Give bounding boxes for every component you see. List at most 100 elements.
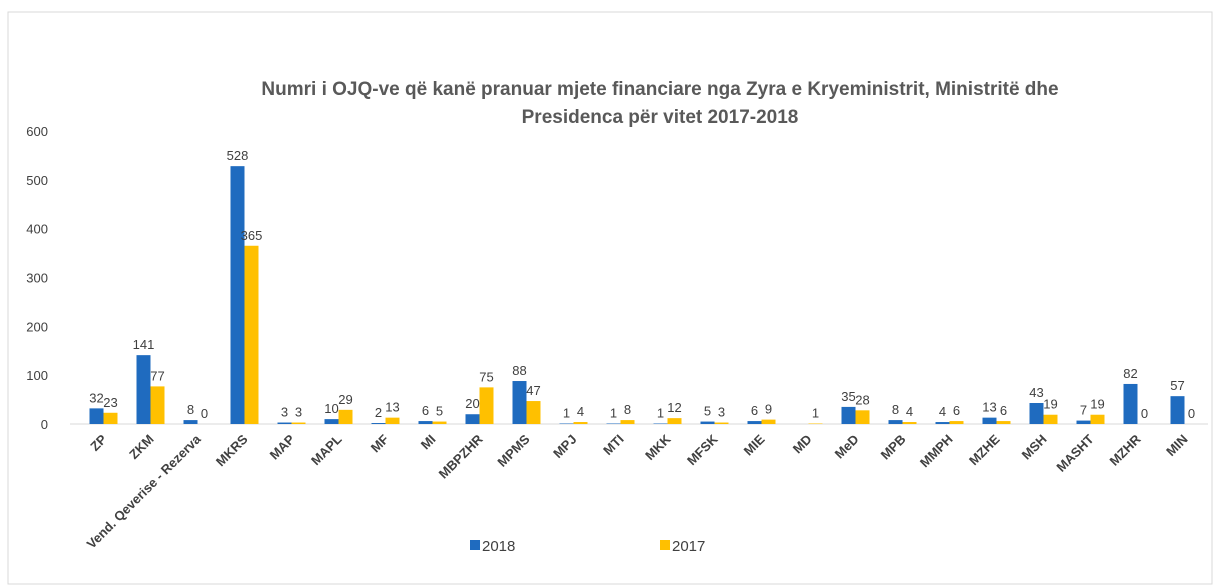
bar <box>1170 396 1185 424</box>
data-label: 47 <box>526 383 540 398</box>
chart-title: Presidenca për vitet 2017-2018 <box>522 107 799 128</box>
y-tick-label: 400 <box>26 222 48 237</box>
data-label: 0 <box>1188 406 1195 421</box>
data-label: 528 <box>227 148 249 163</box>
chart-title: Numri i OJQ-ve që kanë pranuar mjete fin… <box>261 79 1058 100</box>
bar <box>418 421 433 424</box>
data-label: 6 <box>422 403 429 418</box>
data-label: 32 <box>89 390 103 405</box>
bar <box>982 417 997 424</box>
data-label: 88 <box>512 363 526 378</box>
data-label: 1 <box>657 406 664 421</box>
y-tick-label: 100 <box>26 368 48 383</box>
bar <box>761 419 776 424</box>
bar <box>324 419 339 424</box>
data-label: 8 <box>624 402 631 417</box>
data-label: 5 <box>704 404 711 419</box>
y-tick-label: 600 <box>26 124 48 139</box>
data-label: 43 <box>1029 385 1043 400</box>
data-label: 3 <box>718 405 725 420</box>
bar <box>573 422 588 424</box>
bar <box>183 420 198 424</box>
bar <box>244 245 259 424</box>
data-label: 57 <box>1170 378 1184 393</box>
bar <box>1029 403 1044 424</box>
data-label: 19 <box>1043 397 1057 412</box>
bar <box>150 386 165 424</box>
bar <box>855 410 870 424</box>
legend-swatch <box>660 540 670 550</box>
data-label: 0 <box>201 406 208 421</box>
bar <box>1090 414 1105 424</box>
bar <box>277 422 292 424</box>
data-label: 12 <box>667 400 681 415</box>
bar <box>385 417 400 424</box>
legend-swatch <box>470 540 480 550</box>
data-label: 82 <box>1123 366 1137 381</box>
data-label: 13 <box>982 400 996 415</box>
legend-label: 2017 <box>672 538 705 555</box>
bar <box>949 421 964 424</box>
data-label: 141 <box>133 337 155 352</box>
y-tick-label: 300 <box>26 271 48 286</box>
data-label: 77 <box>150 368 164 383</box>
bar <box>747 421 762 424</box>
bar <box>136 355 151 424</box>
data-label: 10 <box>324 401 338 416</box>
data-label: 20 <box>465 396 479 411</box>
data-label: 35 <box>841 389 855 404</box>
data-label: 75 <box>479 369 493 384</box>
bar <box>667 418 682 424</box>
legend-label: 2018 <box>482 538 515 555</box>
bar <box>1043 414 1058 424</box>
chart-border <box>7 11 1213 585</box>
bar <box>935 422 950 424</box>
bar <box>512 381 527 424</box>
bar <box>902 422 917 424</box>
bar <box>888 420 903 424</box>
data-label: 23 <box>103 395 117 410</box>
bar <box>841 406 856 424</box>
y-tick-label: 0 <box>41 417 48 432</box>
data-label: 6 <box>953 403 960 418</box>
data-label: 6 <box>1000 403 1007 418</box>
data-label: 8 <box>187 402 194 417</box>
bar <box>1123 383 1138 424</box>
bar <box>371 423 386 424</box>
bar <box>479 387 494 424</box>
bar <box>1076 420 1091 424</box>
bar <box>714 422 729 424</box>
bar <box>432 421 447 424</box>
data-label: 5 <box>436 404 443 419</box>
data-label: 4 <box>577 404 584 419</box>
bar <box>89 408 104 424</box>
data-label: 3 <box>281 405 288 420</box>
bar <box>103 412 118 424</box>
data-label: 6 <box>751 403 758 418</box>
data-label: 28 <box>855 392 869 407</box>
bar <box>291 422 306 424</box>
data-label: 2 <box>375 405 382 420</box>
data-label: 3 <box>295 405 302 420</box>
bar <box>996 421 1011 424</box>
data-label: 365 <box>241 228 263 243</box>
bar <box>700 421 715 424</box>
data-label: 9 <box>765 402 772 417</box>
data-label: 0 <box>1141 406 1148 421</box>
data-label: 29 <box>338 392 352 407</box>
y-tick-label: 200 <box>26 319 48 334</box>
data-label: 4 <box>939 404 946 419</box>
data-label: 4 <box>906 404 913 419</box>
y-tick-label: 500 <box>26 173 48 188</box>
data-label: 7 <box>1080 403 1087 418</box>
data-label: 1 <box>812 406 819 421</box>
data-label: 8 <box>892 402 899 417</box>
bar <box>620 420 635 424</box>
bar <box>230 166 245 424</box>
bar <box>465 414 480 424</box>
data-label: 19 <box>1090 397 1104 412</box>
data-label: 1 <box>610 406 617 421</box>
bar <box>338 409 353 424</box>
data-label: 1 <box>563 406 570 421</box>
